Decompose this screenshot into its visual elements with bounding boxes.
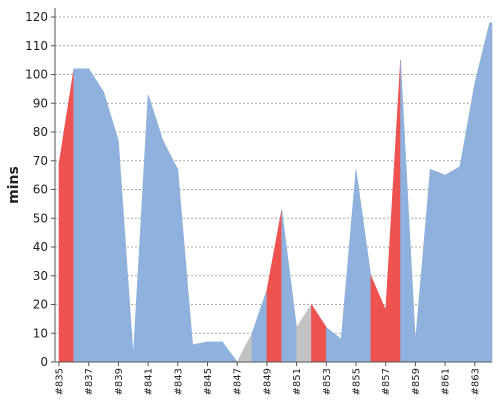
x-tick-label: #859 [411, 368, 422, 395]
area-segment-839 [118, 140, 134, 363]
x-tick-label: #837 [84, 368, 95, 395]
area-segment-838 [103, 91, 119, 363]
area-segment-844 [192, 341, 208, 363]
area-segment-852 [311, 303, 327, 363]
y-tick-label: 90 [33, 96, 48, 110]
area-segment-857 [385, 60, 401, 363]
area-segment-840 [132, 94, 149, 363]
area-segment-850 [281, 209, 297, 363]
area-segment-846 [222, 340, 238, 363]
x-tick-label: #847 [233, 368, 244, 395]
y-tick-label: 60 [33, 183, 48, 197]
x-tick-label: #841 [144, 368, 155, 395]
y-tick-label: 80 [33, 125, 48, 139]
y-tick-label: 70 [33, 154, 48, 168]
y-tick-label: 120 [25, 10, 48, 24]
area-segment-836 [73, 68, 89, 363]
x-tick-label: #855 [352, 368, 363, 395]
area-segment-841 [147, 94, 164, 363]
area-segment-849 [266, 209, 283, 363]
area-segment-864 [489, 22, 493, 363]
x-tick-labels: #835 #837 #839 #841 #843 #845 #847 #849 #851 #853… [55, 362, 481, 395]
x-tick-label: #863 [470, 368, 481, 395]
y-tick-label: 50 [33, 211, 48, 225]
area-segment-848 [251, 290, 268, 363]
area-segment-858 [400, 60, 416, 363]
area-segment-863 [474, 22, 490, 363]
x-tick-label: #851 [292, 368, 303, 395]
x-tick-label: #839 [114, 368, 125, 395]
y-tick-labels: 0 10 20 30 40 50 60 70 80 90 100 110 120 [25, 10, 55, 369]
y-tick-label: 110 [25, 39, 48, 53]
x-tick-label: #857 [381, 368, 392, 395]
y-tick-label: 40 [33, 240, 48, 254]
area-segment-845 [207, 341, 223, 363]
area-segment-843 [177, 169, 193, 363]
area-segment-854 [340, 169, 357, 363]
y-tick-label: 0 [40, 355, 48, 369]
area-segment-859 [415, 169, 431, 363]
x-tick-label: #845 [203, 368, 214, 395]
area-segment-837 [88, 67, 104, 363]
area-segment-835 [58, 68, 75, 363]
x-tick-label: #835 [55, 368, 66, 395]
y-axis-title: mins [6, 166, 22, 204]
area-segment-851 [296, 303, 312, 363]
x-tick-label: #861 [441, 368, 452, 395]
area-segment-856 [370, 275, 387, 363]
y-tick-label: 100 [25, 68, 48, 82]
x-tick-label: #843 [173, 368, 184, 395]
area-segment-861 [444, 165, 461, 363]
area-segment-853 [325, 326, 342, 363]
area-segment-860 [429, 168, 446, 363]
y-tick-label: 20 [33, 298, 48, 312]
y-tick-label: 10 [33, 326, 48, 340]
area-segment-847 [236, 333, 253, 363]
x-tick-label: #849 [262, 368, 273, 395]
duration-area [58, 22, 493, 363]
area-segment-862 [459, 83, 476, 363]
area-segment-842 [162, 140, 179, 363]
axes [54, 8, 492, 363]
area-segment-855 [355, 169, 372, 363]
x-tick-label: #853 [322, 368, 333, 395]
y-tick-label: 30 [33, 269, 48, 283]
